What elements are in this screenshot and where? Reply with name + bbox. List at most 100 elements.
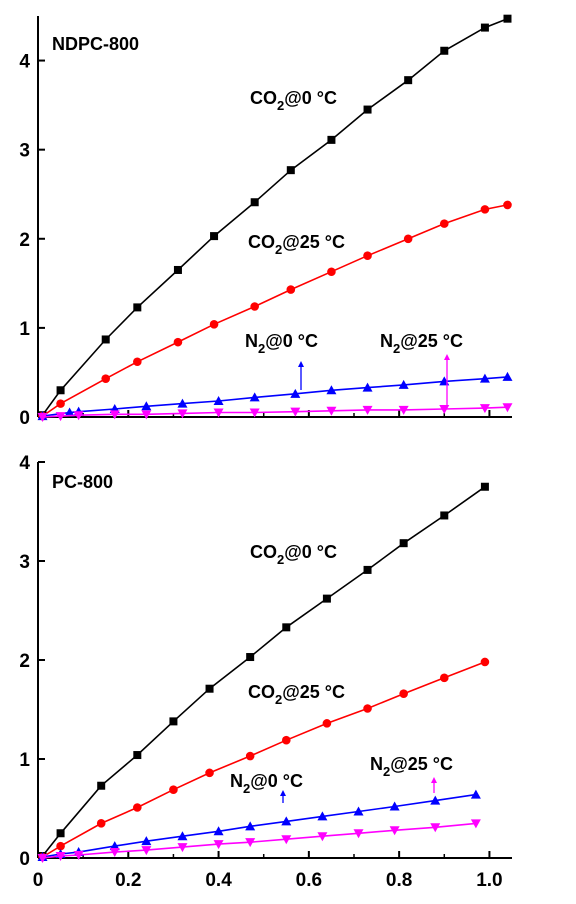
data-point [213, 408, 224, 418]
data-point [37, 854, 48, 863]
data-point [205, 684, 214, 693]
y-tick-label: 1 [19, 750, 30, 771]
data-point [389, 801, 400, 811]
data-point [404, 76, 413, 85]
x-tick-label: 1.0 [476, 870, 502, 891]
data-point [470, 819, 481, 829]
annotation-subscript: 2 [275, 692, 282, 707]
data-point [326, 406, 337, 416]
series-annotation: CO2@25 °C [248, 232, 345, 257]
series-annotation: N2@0 °C [230, 771, 303, 796]
x-tick-label: 0 [33, 870, 44, 891]
data-point [439, 404, 450, 414]
data-point [282, 623, 291, 632]
data-point [362, 382, 373, 392]
annotation-rest: @0 °C [284, 88, 337, 108]
annotation-arrowhead [280, 790, 286, 796]
data-point [480, 205, 490, 214]
annotation-base: CO [250, 88, 277, 108]
annotation-base: N [230, 771, 243, 791]
y-tick-label: 3 [19, 552, 30, 573]
data-point [73, 411, 84, 421]
data-point [317, 832, 328, 842]
data-point [250, 198, 259, 207]
data-point [249, 408, 260, 418]
data-point [101, 335, 110, 344]
data-point [440, 511, 449, 520]
annotation-rest: @25 °C [282, 232, 345, 252]
data-point [37, 413, 48, 422]
y-tick-label: 4 [19, 52, 30, 73]
series-annotation: CO2@0 °C [250, 542, 337, 567]
data-point [169, 717, 178, 726]
data-point [353, 806, 364, 816]
data-point [173, 337, 183, 347]
data-point [398, 379, 409, 389]
data-point [177, 831, 188, 841]
data-point [245, 821, 256, 831]
series-line [42, 793, 477, 858]
series-line [42, 204, 508, 417]
data-point [141, 836, 152, 846]
annotation-subscript: 2 [277, 98, 284, 113]
annotation-arrowhead [298, 361, 304, 367]
data-point [502, 403, 513, 413]
annotation-base: N [380, 331, 393, 351]
data-point [249, 392, 260, 402]
annotation-base: N [245, 331, 258, 351]
annotation-rest: @0 °C [265, 331, 318, 351]
y-tick-label: 2 [19, 651, 30, 672]
data-point [327, 267, 336, 277]
data-point [73, 851, 84, 861]
data-point [56, 841, 65, 851]
data-point [55, 412, 66, 422]
data-point [399, 689, 408, 698]
data-point [362, 405, 373, 415]
data-point [480, 657, 490, 667]
data-point [286, 285, 296, 294]
series-line [42, 822, 476, 859]
series-annotation: N2@25 °C [370, 754, 453, 779]
data-point [503, 14, 512, 23]
x-tick-label: 0.2 [115, 870, 141, 891]
series-annotation: CO2@25 °C [248, 682, 345, 707]
annotation-base: CO [250, 542, 277, 562]
y-tick-label: 3 [19, 141, 30, 162]
data-point [56, 399, 65, 408]
data-point [173, 265, 182, 274]
data-point [56, 386, 65, 395]
annotation-subscript: 2 [277, 552, 284, 567]
data-point [56, 829, 65, 838]
panel-title: NDPC-800 [52, 34, 139, 54]
annotation-rest: @25 °C [390, 754, 453, 774]
data-point [213, 826, 224, 836]
data-point [399, 539, 408, 548]
series-1 [38, 200, 512, 421]
x-tick-label: 0.6 [296, 870, 322, 891]
annotation-base: CO [248, 232, 275, 252]
data-point [363, 565, 372, 574]
data-point [109, 841, 120, 851]
annotation-subscript: 2 [383, 764, 390, 779]
data-point [141, 846, 152, 856]
data-point [353, 829, 364, 839]
series-annotation: N2@0 °C [245, 331, 318, 356]
data-point [250, 302, 259, 311]
data-point [177, 843, 188, 853]
data-point [326, 385, 337, 395]
annotation-rest: @25 °C [282, 682, 345, 702]
data-point [479, 373, 490, 383]
data-point [213, 840, 224, 850]
data-point [141, 401, 152, 411]
data-point [245, 751, 255, 761]
data-point [480, 482, 489, 491]
annotation-base: CO [248, 682, 275, 702]
data-point [389, 826, 400, 836]
data-point [133, 803, 142, 812]
data-point [403, 234, 413, 244]
series-3 [37, 403, 513, 422]
series-line [41, 17, 508, 416]
